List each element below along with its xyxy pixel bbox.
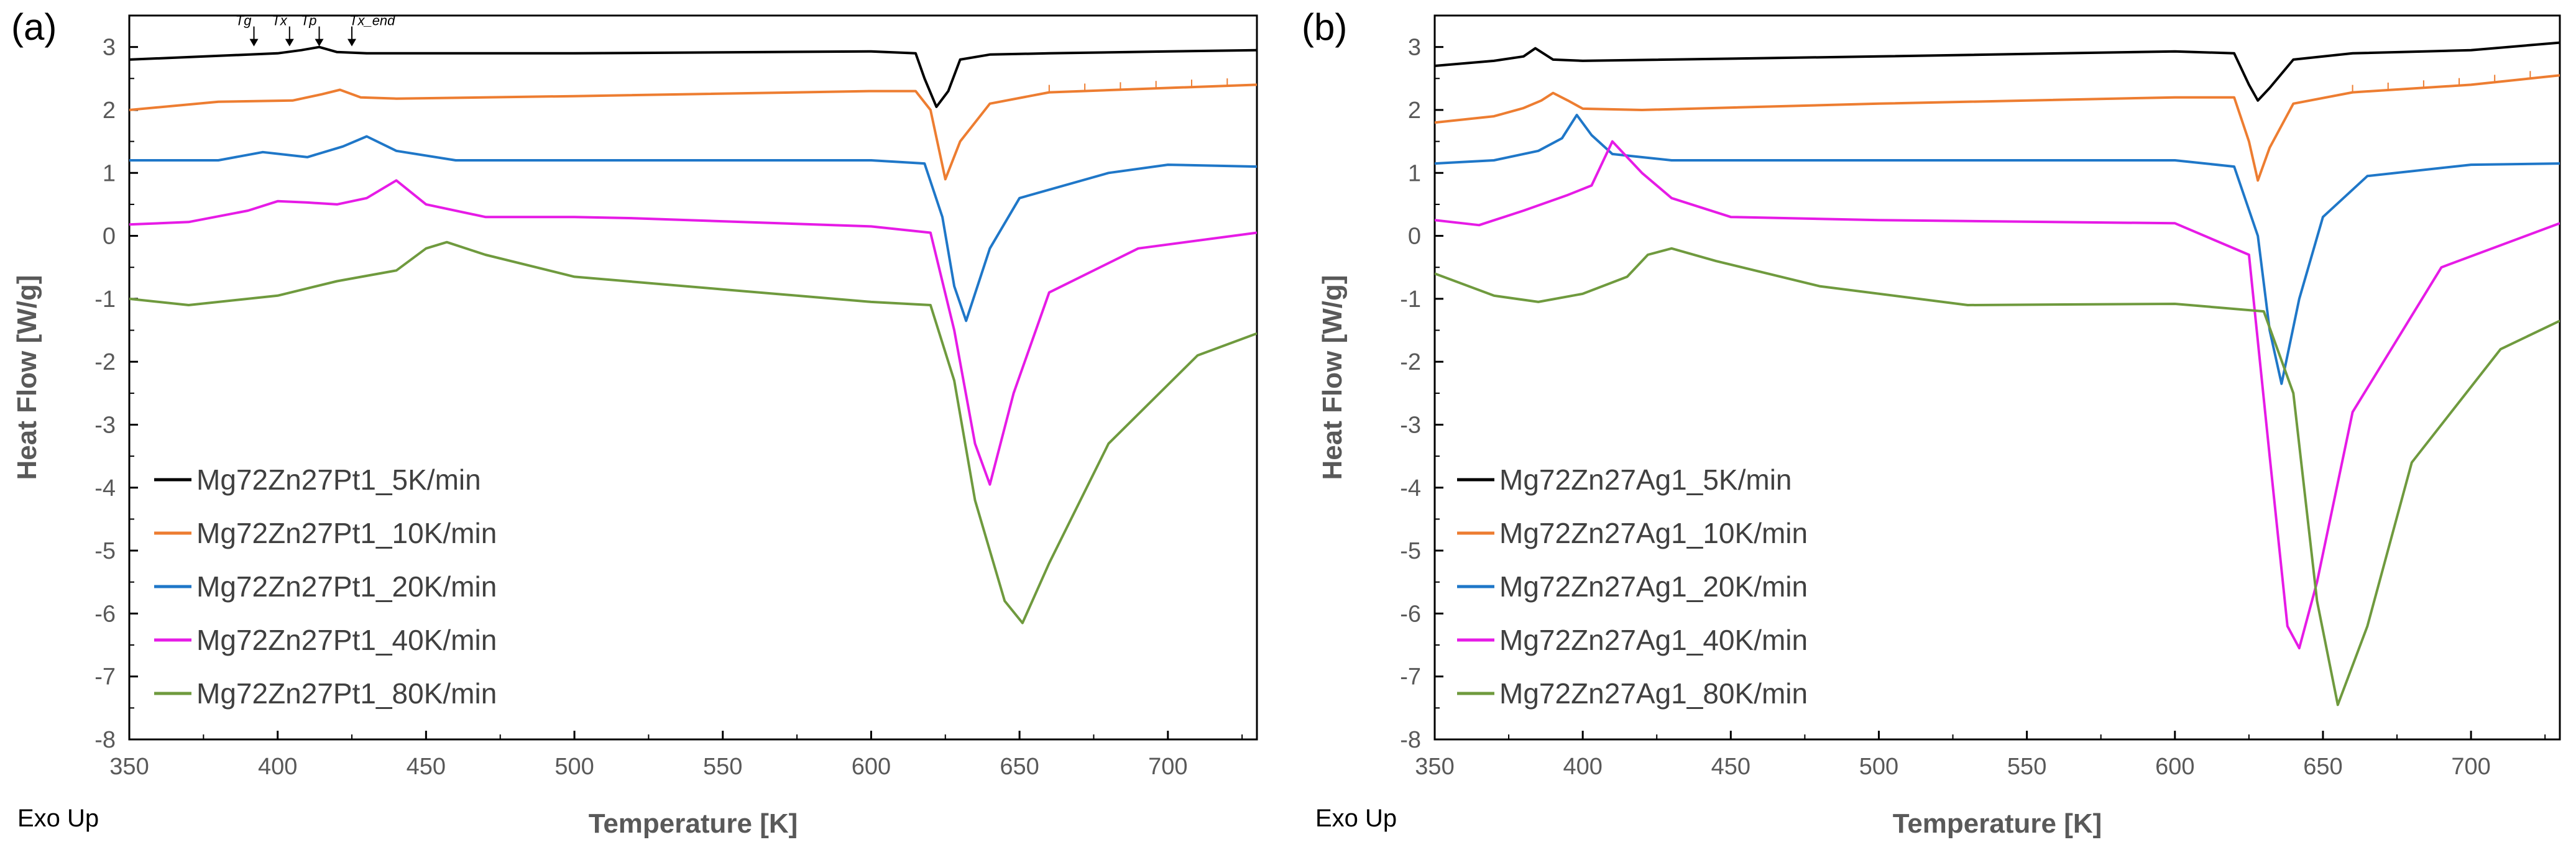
y-tick-label: -7 (94, 664, 116, 690)
legend-label: Mg72Zn27Ag1_40K/min (1499, 624, 1808, 656)
x-tick-label: 550 (2007, 754, 2046, 780)
y-tick-label: -3 (94, 412, 116, 438)
y-tick-label: -4 (1400, 475, 1421, 501)
chart-panel-2: -8 -7 -6 -5 -4 -3 -2 -1 0 1 2 3 350 400 450 500 550 600 65… (1302, 6, 2561, 839)
legend-label: Mg72Zn27Pt1_5K/min (196, 464, 481, 496)
annotation-arrowhead (285, 39, 294, 47)
annotation-label: Tx (272, 13, 287, 29)
annotation-label: Tg (236, 13, 252, 29)
x-tick-label: 500 (1859, 754, 1898, 780)
legend-label: Mg72Zn27Pt1_80K/min (196, 677, 497, 710)
series-line-3 (1435, 114, 2560, 385)
x-tick-label: 600 (2155, 754, 2194, 780)
legend-label: Mg72Zn27Ag1_5K/min (1499, 464, 1792, 496)
x-axis-title: Temperature [K] (1893, 808, 2102, 839)
legend-label: Mg72Zn27Ag1_20K/min (1499, 570, 1808, 603)
y-tick-label: 3 (103, 35, 116, 61)
series-line-1 (1435, 41, 2560, 102)
annotation-label: Tx_end (349, 13, 395, 29)
y-axis-title: Heat Flow [W/g] (12, 275, 42, 480)
x-tick-label: 350 (109, 754, 149, 780)
series-line-3 (129, 135, 1257, 322)
y-tick-label: 1 (1408, 160, 1421, 186)
x-tick-label: 500 (554, 754, 594, 780)
y-tick-label: -8 (94, 727, 116, 753)
x-tick-label: 550 (703, 754, 742, 780)
x-tick-label: 700 (1148, 754, 1187, 780)
x-axis-title: Temperature [K] (589, 808, 798, 839)
annotation-arrowhead (315, 39, 324, 47)
series-line-5 (1435, 247, 2560, 706)
y-tick-label: 1 (103, 160, 116, 186)
x-tick-label: 450 (407, 754, 446, 780)
exo-up-note: Exo Up (17, 805, 99, 832)
annotation-label: Tp (301, 13, 317, 29)
y-tick-label: -6 (1400, 601, 1421, 627)
panel-label: (b) (1302, 6, 1347, 48)
y-tick-label: -6 (94, 601, 116, 627)
y-tick-label: -2 (1400, 349, 1421, 375)
series-line-1 (129, 45, 1257, 108)
x-tick-label: 650 (2303, 754, 2342, 780)
x-tick-label: 600 (852, 754, 891, 780)
series-line-5 (129, 240, 1257, 624)
x-tick-label: 400 (258, 754, 297, 780)
y-tick-label: -5 (94, 538, 116, 564)
y-tick-label: -1 (1400, 286, 1421, 313)
y-tick-label: 2 (1408, 98, 1421, 124)
y-tick-label: -5 (1400, 538, 1421, 564)
y-tick-label: -4 (94, 475, 116, 501)
annotation-arrowhead (347, 39, 357, 47)
x-tick-label: 450 (1711, 754, 1750, 780)
y-tick-label: 3 (1408, 35, 1421, 61)
legend-label: Mg72Zn27Pt1_10K/min (196, 517, 497, 549)
legend-label: Mg72Zn27Pt1_20K/min (196, 570, 497, 603)
series-line-2 (1435, 74, 2560, 182)
y-tick-label: 2 (103, 98, 116, 124)
plot-frame (128, 14, 1258, 741)
series-line-4 (1435, 140, 2560, 650)
x-tick-label: 350 (1415, 754, 1454, 780)
legend-label: Mg72Zn27Ag1_80K/min (1499, 677, 1808, 710)
panel-label: (a) (11, 6, 57, 48)
x-tick-label: 650 (1000, 754, 1039, 780)
annotation-arrowhead (249, 39, 259, 47)
y-tick-label: -1 (94, 286, 116, 313)
legend-label: Mg72Zn27Pt1_40K/min (196, 624, 497, 656)
y-axis-title: Heat Flow [W/g] (1317, 275, 1348, 480)
y-tick-label: -8 (1400, 727, 1421, 753)
series-line-2 (129, 83, 1257, 181)
plot-frame (1433, 14, 2561, 741)
y-tick-label: -3 (1400, 412, 1421, 438)
chart-panel-1: -8 -7 -6 -5 -4 -3 -2 -1 0 1 2 3 350 400 450 500 550 600 65… (11, 6, 1258, 839)
x-tick-label: 400 (1563, 754, 1602, 780)
legend-label: Mg72Zn27Ag1_10K/min (1499, 517, 1808, 549)
exo-up-note: Exo Up (1315, 805, 1397, 832)
x-tick-label: 700 (2451, 754, 2490, 780)
y-tick-label: 0 (1408, 224, 1421, 250)
series-line-4 (129, 179, 1257, 486)
y-tick-label: -7 (1400, 664, 1421, 690)
y-tick-label: 0 (103, 224, 116, 250)
y-tick-label: -2 (94, 349, 116, 375)
